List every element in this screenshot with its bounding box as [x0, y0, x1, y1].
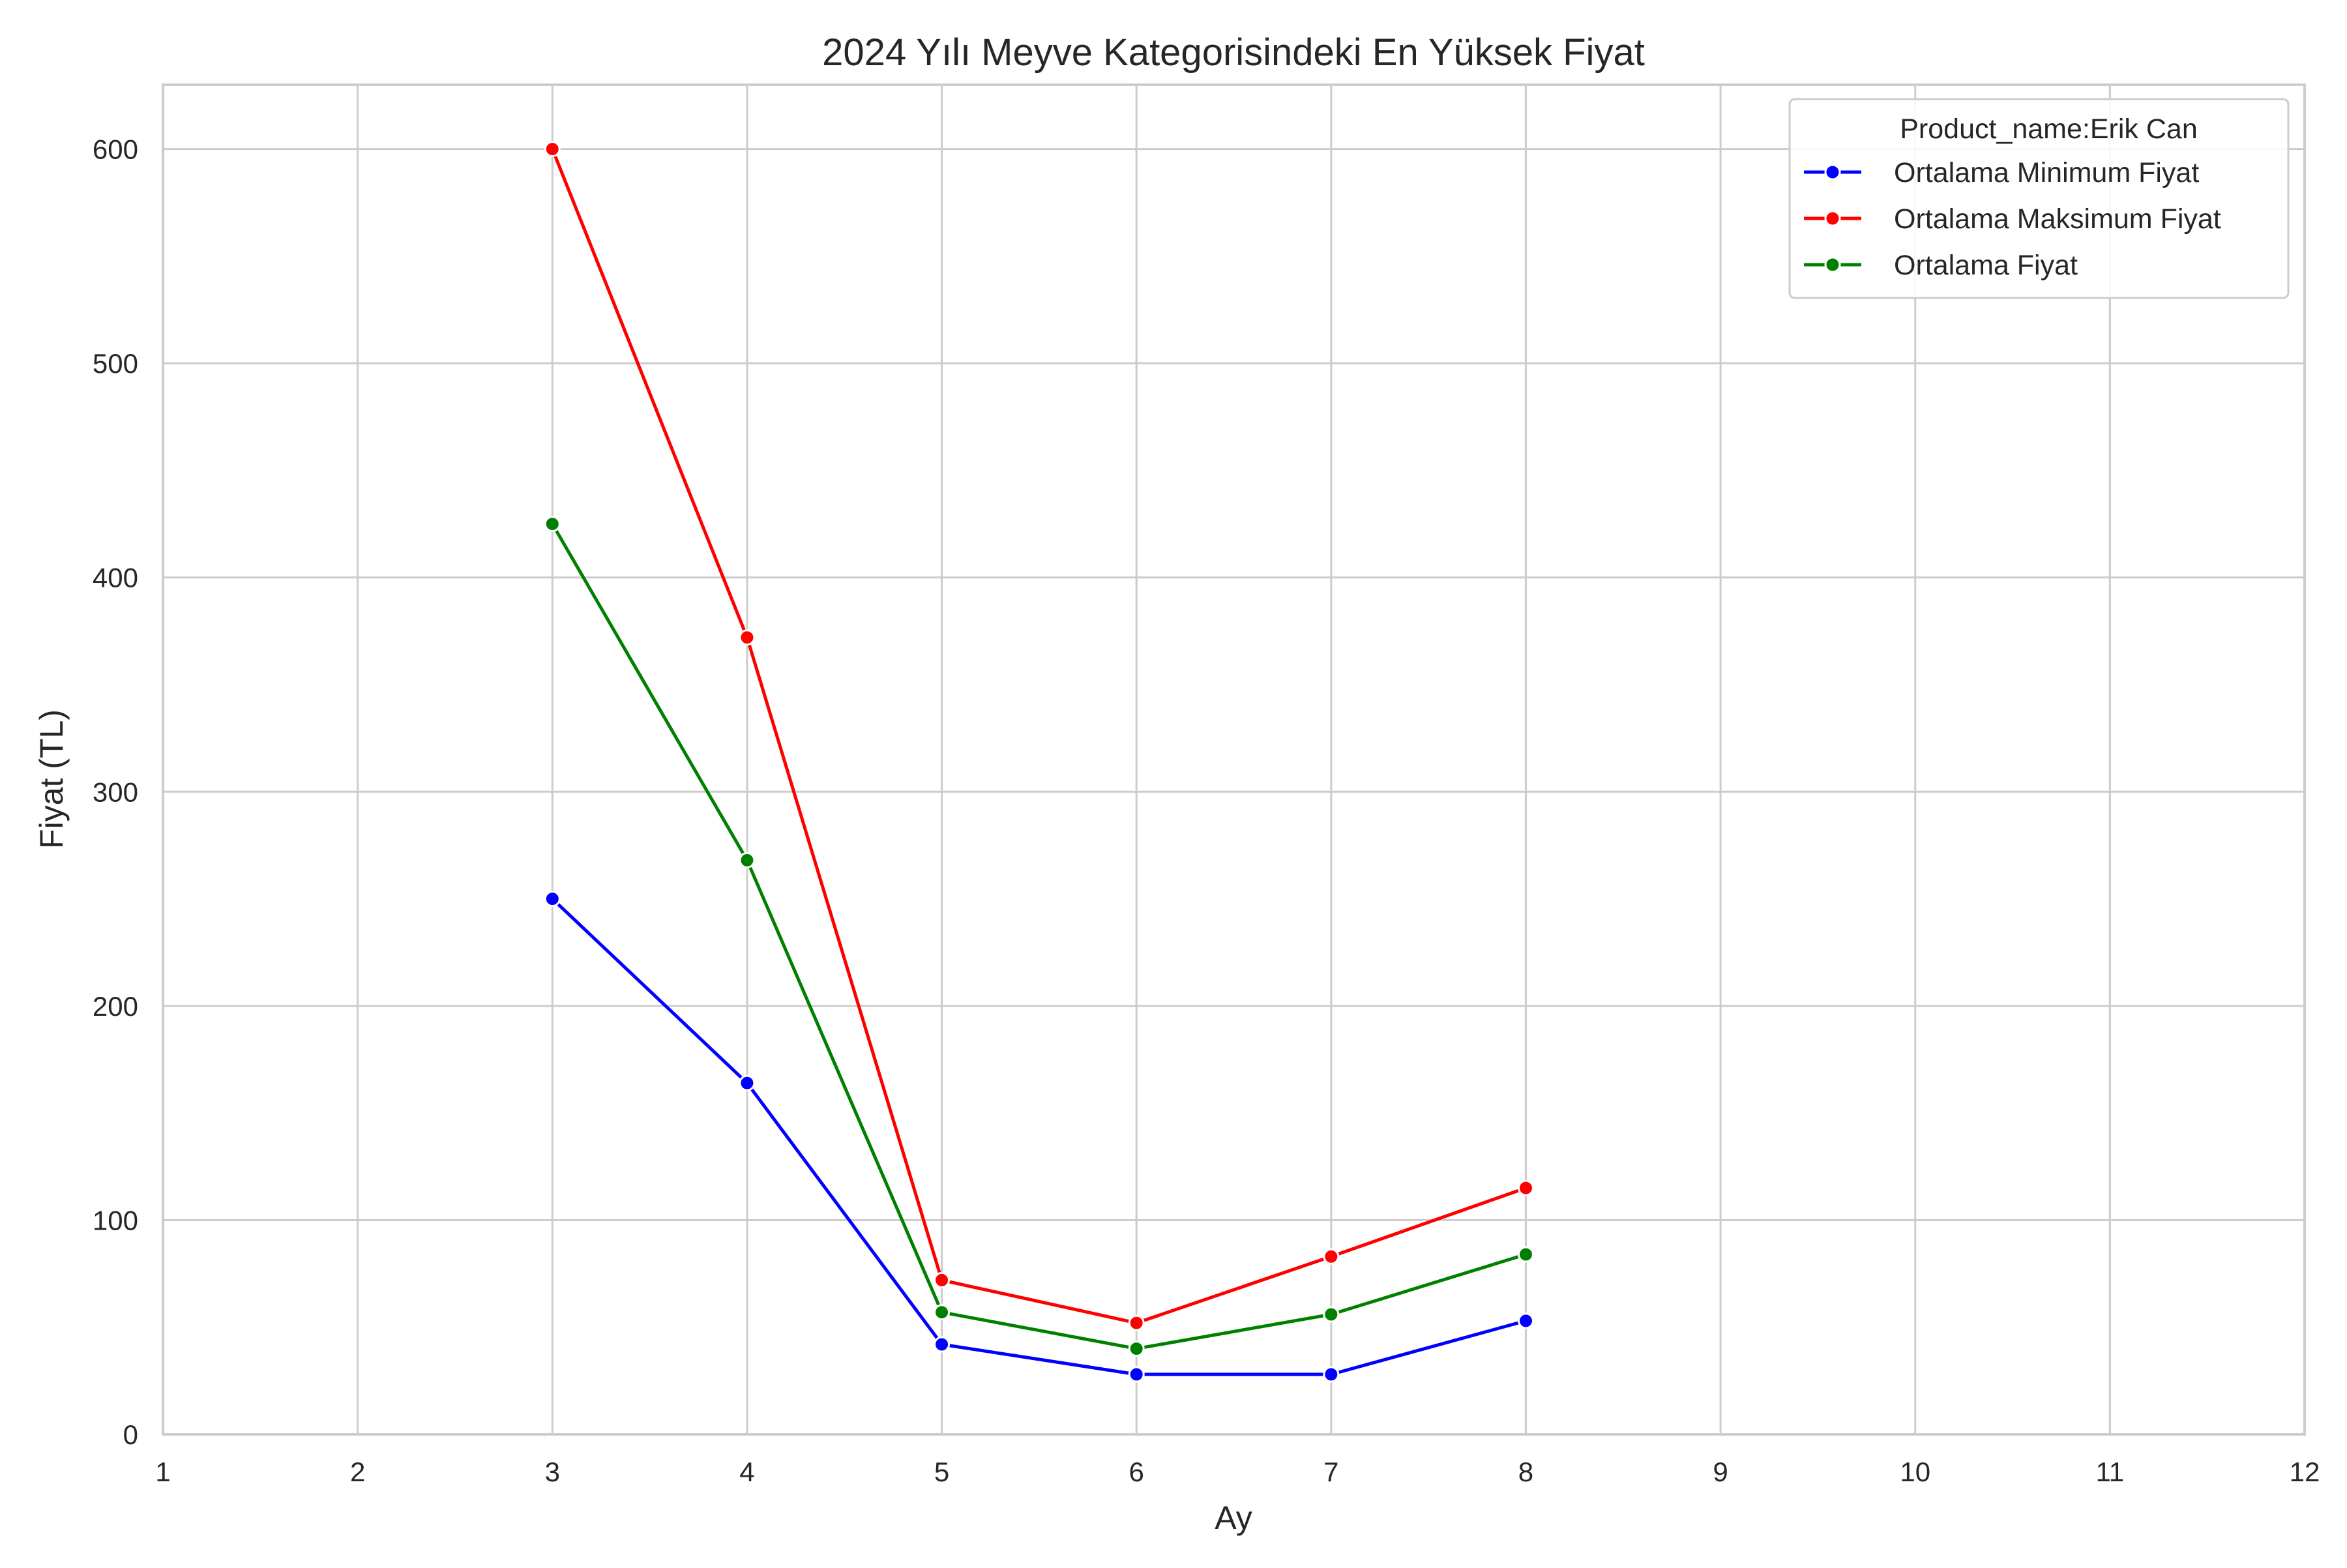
x-tick-label: 1 [155, 1457, 170, 1487]
data-point [1128, 1340, 1145, 1357]
x-tick-label: 3 [545, 1457, 560, 1487]
series-line [550, 148, 1527, 1325]
legend-items: Ortalama Minimum Fiyat Ortalama Maksimum … [1804, 157, 2221, 281]
y-tick-label: 500 [93, 348, 138, 379]
chart-title: 2024 Yılı Meyve Kategorisindeki En Yükse… [822, 31, 1645, 74]
data-point [544, 141, 561, 158]
series-1 [544, 891, 1534, 1383]
x-tick-label: 9 [1713, 1457, 1728, 1487]
legend-item: Ortalama Fiyat [1804, 250, 2078, 281]
data-point [1517, 1312, 1534, 1329]
legend-marker [1824, 256, 1841, 273]
x-tick-label: 11 [2096, 1457, 2125, 1487]
y-axis-label: Fiyat (TL) [33, 709, 70, 849]
data-point [739, 629, 756, 646]
data-point [934, 1271, 951, 1288]
y-tick-label: 200 [93, 991, 138, 1022]
x-axis-label: Ay [1215, 1500, 1252, 1536]
data-point [1517, 1246, 1534, 1263]
data-point [1323, 1366, 1340, 1383]
x-tick-label: 8 [1518, 1457, 1533, 1487]
legend-title: Product_name:Erik Can [1900, 113, 2198, 145]
series-line [551, 897, 1527, 1376]
y-tick-label: 600 [93, 134, 138, 165]
data-point [1128, 1366, 1145, 1383]
x-tick-label: 6 [1129, 1457, 1144, 1487]
data-point [544, 516, 561, 533]
plot-frame [162, 83, 2306, 1436]
legend-marker [1824, 164, 1841, 181]
series-3 [544, 516, 1534, 1357]
y-tick-label: 300 [93, 777, 138, 807]
y-tick-labels: 0 100 200 300 400 500 600 [93, 134, 138, 1450]
series-2 [544, 141, 1534, 1331]
legend-item: Ortalama Minimum Fiyat [1804, 157, 2199, 188]
data-point [739, 1074, 756, 1091]
x-tick-label: 12 [2290, 1457, 2320, 1487]
legend-label: Ortalama Fiyat [1894, 250, 2078, 281]
data-point [1128, 1314, 1145, 1331]
legend-item: Ortalama Maksimum Fiyat [1804, 203, 2221, 235]
legend-label: Ortalama Minimum Fiyat [1894, 157, 2199, 188]
y-tick-label: 0 [123, 1419, 138, 1450]
legend-label: Ortalama Maksimum Fiyat [1894, 203, 2221, 235]
x-tick-label: 4 [739, 1457, 754, 1487]
data-point [739, 851, 756, 868]
data-point [934, 1304, 951, 1321]
data-point [1323, 1248, 1340, 1265]
legend: Product_name:Erik Can Ortalama Minimum F… [1788, 98, 2290, 299]
y-tick-label: 400 [93, 563, 138, 593]
data-point [1323, 1306, 1340, 1323]
x-tick-label: 7 [1323, 1457, 1338, 1487]
data-series [544, 141, 1534, 1383]
x-tick-label: 5 [934, 1457, 949, 1487]
series-line [551, 523, 1527, 1351]
x-tick-label: 10 [1900, 1457, 1930, 1487]
data-point [544, 891, 561, 908]
legend-marker [1824, 210, 1841, 227]
data-point [1517, 1179, 1534, 1196]
x-tick-label: 2 [350, 1457, 365, 1487]
y-tick-label: 100 [93, 1205, 138, 1235]
legend-box [1788, 98, 2290, 299]
x-tick-labels: 1 2 3 4 5 6 7 8 9 10 11 12 [155, 1457, 2320, 1487]
data-point [934, 1336, 951, 1353]
